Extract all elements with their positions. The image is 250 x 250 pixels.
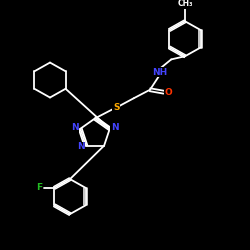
Text: N: N xyxy=(111,123,118,132)
Text: S: S xyxy=(113,103,119,112)
Text: NH: NH xyxy=(152,68,168,76)
Text: CH₃: CH₃ xyxy=(177,0,193,8)
Text: N: N xyxy=(77,142,85,151)
Text: N: N xyxy=(71,123,78,132)
Text: F: F xyxy=(36,183,43,192)
Text: O: O xyxy=(165,88,172,97)
